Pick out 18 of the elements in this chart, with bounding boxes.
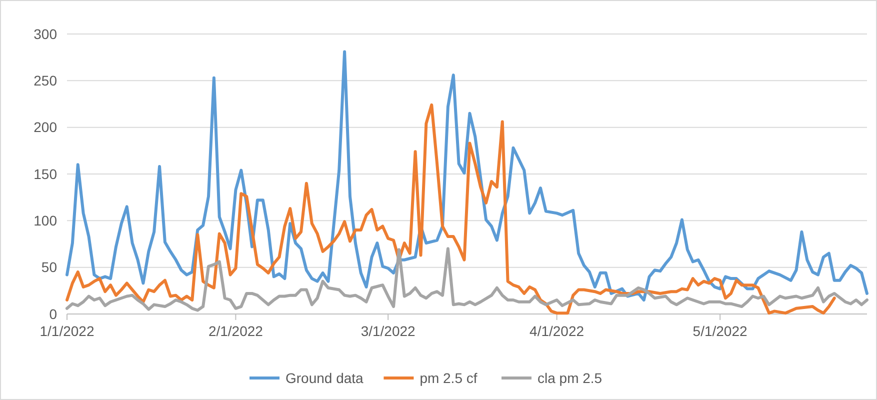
x-tick-label: 3/1/2022 xyxy=(360,323,416,339)
y-tick-label: 250 xyxy=(34,72,58,89)
x-tick-label: 2/1/2022 xyxy=(208,323,264,339)
y-tick-label: 300 xyxy=(34,26,58,42)
legend-label: Ground data xyxy=(286,370,364,386)
legend-label: cla pm 2.5 xyxy=(538,370,602,386)
legend-label: pm 2.5 cf xyxy=(420,370,478,386)
y-tick-label: 200 xyxy=(34,119,58,136)
x-tick-label: 4/1/2022 xyxy=(530,323,584,339)
y-tick-label: 0 xyxy=(49,306,58,322)
y-tick-label: 150 xyxy=(34,166,58,182)
line-series xyxy=(66,247,868,312)
line-series xyxy=(66,50,868,302)
y-tick-label: 50 xyxy=(41,259,58,276)
y-tick-label: 100 xyxy=(34,212,58,229)
x-tick-label: 5/1/2022 xyxy=(692,323,748,339)
line-series xyxy=(66,103,836,315)
x-tick-label: 1/1/2022 xyxy=(40,323,94,339)
